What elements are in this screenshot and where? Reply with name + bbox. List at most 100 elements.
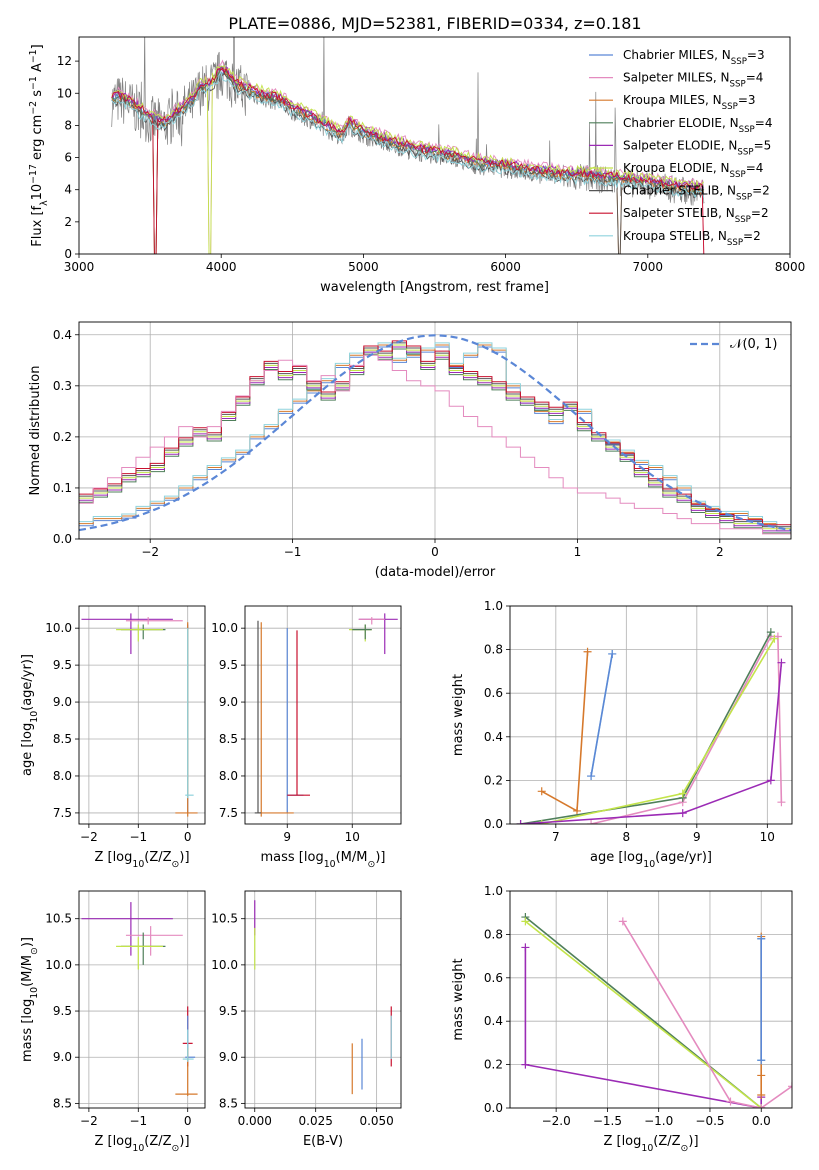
x-tick-label: 9 (283, 830, 291, 844)
weight-marker (516, 820, 525, 824)
normal-curve (79, 334, 791, 532)
legend-label: Salpeter STELIB, NSSP=2 (623, 206, 769, 225)
y-tick-label: 0.0 (53, 532, 72, 546)
weight-marker (521, 1060, 530, 1069)
x-tick-label: 4000 (206, 260, 237, 274)
weight-marker (537, 787, 546, 796)
legend-label: Kroupa MILES, NSSP=3 (623, 93, 756, 112)
y-tick-label: 7.5 (53, 806, 72, 820)
axes-mass-vs-EBV: 0.000 0.025 0.050 8.5 9.0 9.5 10.0 10.5 E(B-V) (211, 890, 402, 1149)
y-tick-label: 9.5 (219, 1004, 238, 1018)
weight-marker (583, 647, 592, 656)
y-tick-label: 0.4 (53, 328, 72, 342)
x-axis-label: (data-model)/error (375, 565, 496, 580)
axes-mass-vs-Z: −2 −1 0 8.5 9.0 9.5 10.0 10.5 Z [log10(Z/Z⊙)] mas… (20, 890, 206, 1154)
x-tick-label: 10 (345, 830, 360, 844)
weight-marker (618, 917, 627, 926)
weight-marker (587, 772, 596, 781)
hist-series-1 (79, 354, 791, 535)
y-tick-label: 8.0 (219, 769, 238, 783)
legend-label: Kroupa ELODIE, NSSP=4 (623, 161, 763, 180)
y-tick-label: 12 (57, 54, 72, 68)
x-tick-label: 0.025 (299, 1114, 333, 1128)
plot-frame (509, 890, 793, 1109)
x-tick-label: 0 (184, 1114, 192, 1128)
x-tick-label: −0.5 (695, 1114, 724, 1128)
x-axis-label: wavelength [Angstrom, rest frame] (320, 280, 549, 295)
legend-label: Chabrier MILES, NSSP=3 (623, 48, 765, 67)
hist-series-3 (79, 348, 791, 534)
y-tick-label: 10.5 (45, 912, 72, 926)
x-tick-label: 2 (716, 545, 724, 559)
y-tick-label: 0.8 (484, 927, 503, 941)
weight-marker (678, 809, 687, 818)
plot-frame (244, 890, 402, 1109)
hist-series-5 (79, 344, 791, 530)
weight-line-1 (622, 920, 792, 1108)
x-axis-label: age [log10(age/yr)] (590, 850, 712, 870)
y-tick-label: 8 (64, 118, 72, 132)
weight-line-5 (524, 920, 762, 1108)
y-tick-label: 10 (57, 86, 72, 100)
weight-marker (757, 1104, 766, 1108)
model-spectrum-7 (111, 67, 705, 254)
hist-series-4 (79, 346, 791, 532)
x-tick-label: 0.000 (238, 1114, 272, 1128)
y-axis-label: mass weight (451, 958, 466, 1040)
y-tick-label: 0.8 (484, 643, 503, 657)
x-tick-label: −1 (284, 545, 302, 559)
y-tick-label: 1.0 (484, 599, 503, 613)
x-axis-label: Z [log10(Z/Z⊙)] (603, 1134, 698, 1154)
axes-weight-vs-age: 7 8 9 10 0.0 0.2 0.4 0.6 0.8 1.0 age [log10(age/yr… (451, 599, 793, 870)
x-axis-label: Z [log10(Z/Z⊙)] (94, 1134, 189, 1154)
weight-marker (757, 1090, 766, 1099)
x-tick-label: −2 (80, 830, 98, 844)
y-tick-label: 0.4 (484, 730, 503, 744)
plot-frame (78, 605, 206, 825)
x-tick-label: 0 (431, 545, 439, 559)
hist-series-8 (79, 342, 791, 528)
weight-marker (766, 628, 775, 637)
errorbars (254, 900, 392, 1095)
hist-series-7 (79, 340, 791, 526)
x-tick-label: 7000 (633, 260, 664, 274)
weight-line-2 (541, 651, 589, 813)
y-axis-label: mass [log10(M/M⊙)] (20, 937, 40, 1062)
x-axis-label: E(B-V) (303, 1134, 343, 1149)
weight-marker (757, 1056, 766, 1065)
hist-lines (79, 334, 791, 535)
x-tick-label: 6000 (490, 260, 521, 274)
spectrum-lines (111, 37, 705, 254)
axes-weight-vs-Z: −2.0 −1.5 −1.0 −0.5 0.0 0.0 0.2 0.4 0.6 0.8 1.0 Z [… (451, 884, 793, 1154)
weight-line-0 (590, 653, 613, 777)
legend-label: Chabrier STELIB, NSSP=2 (623, 184, 770, 203)
weight-line-4 (524, 947, 763, 1108)
y-tick-label: 9.0 (219, 695, 238, 709)
y-tick-label: 9.5 (219, 658, 238, 672)
x-tick-label: 8000 (775, 260, 806, 274)
x-tick-label: 3000 (64, 260, 95, 274)
errorbars (81, 613, 198, 817)
weight-marker (777, 798, 786, 807)
weight-marker (572, 806, 581, 815)
x-tick-label: −1 (129, 830, 147, 844)
plot-frame (78, 321, 792, 540)
legend-label: Kroupa STELIB, NSSP=2 (623, 229, 761, 248)
y-tick-label: 0.3 (53, 379, 72, 393)
y-tick-label: 6 (64, 151, 72, 165)
model-spectrum-8 (111, 70, 705, 199)
x-tick-label: −1 (129, 1114, 147, 1128)
y-axis-label: Flux [fλ10−17 erg cm−2 s−1 A−1] (28, 44, 50, 246)
weight-marker (773, 632, 782, 641)
axes-spectrum: 3000 4000 5000 6000 7000 8000 0 2 4 6 8 10 12 wavelen… (28, 36, 806, 295)
plot-frame (78, 890, 206, 1109)
weight-line-3 (520, 631, 772, 824)
axes-residuals: −2 −1 0 1 2 0.0 0.1 0.2 0.3 0.4 (data-model)/error… (28, 321, 792, 580)
y-tick-label: 9.5 (53, 658, 72, 672)
plot-frame (78, 36, 791, 255)
y-tick-label: 4 (64, 183, 72, 197)
legend: Chabrier MILES, NSSP=3 Salpeter MILES, NS… (589, 48, 772, 248)
y-tick-label: 10.0 (45, 621, 72, 635)
x-tick-label: 0.0 (752, 1114, 771, 1128)
